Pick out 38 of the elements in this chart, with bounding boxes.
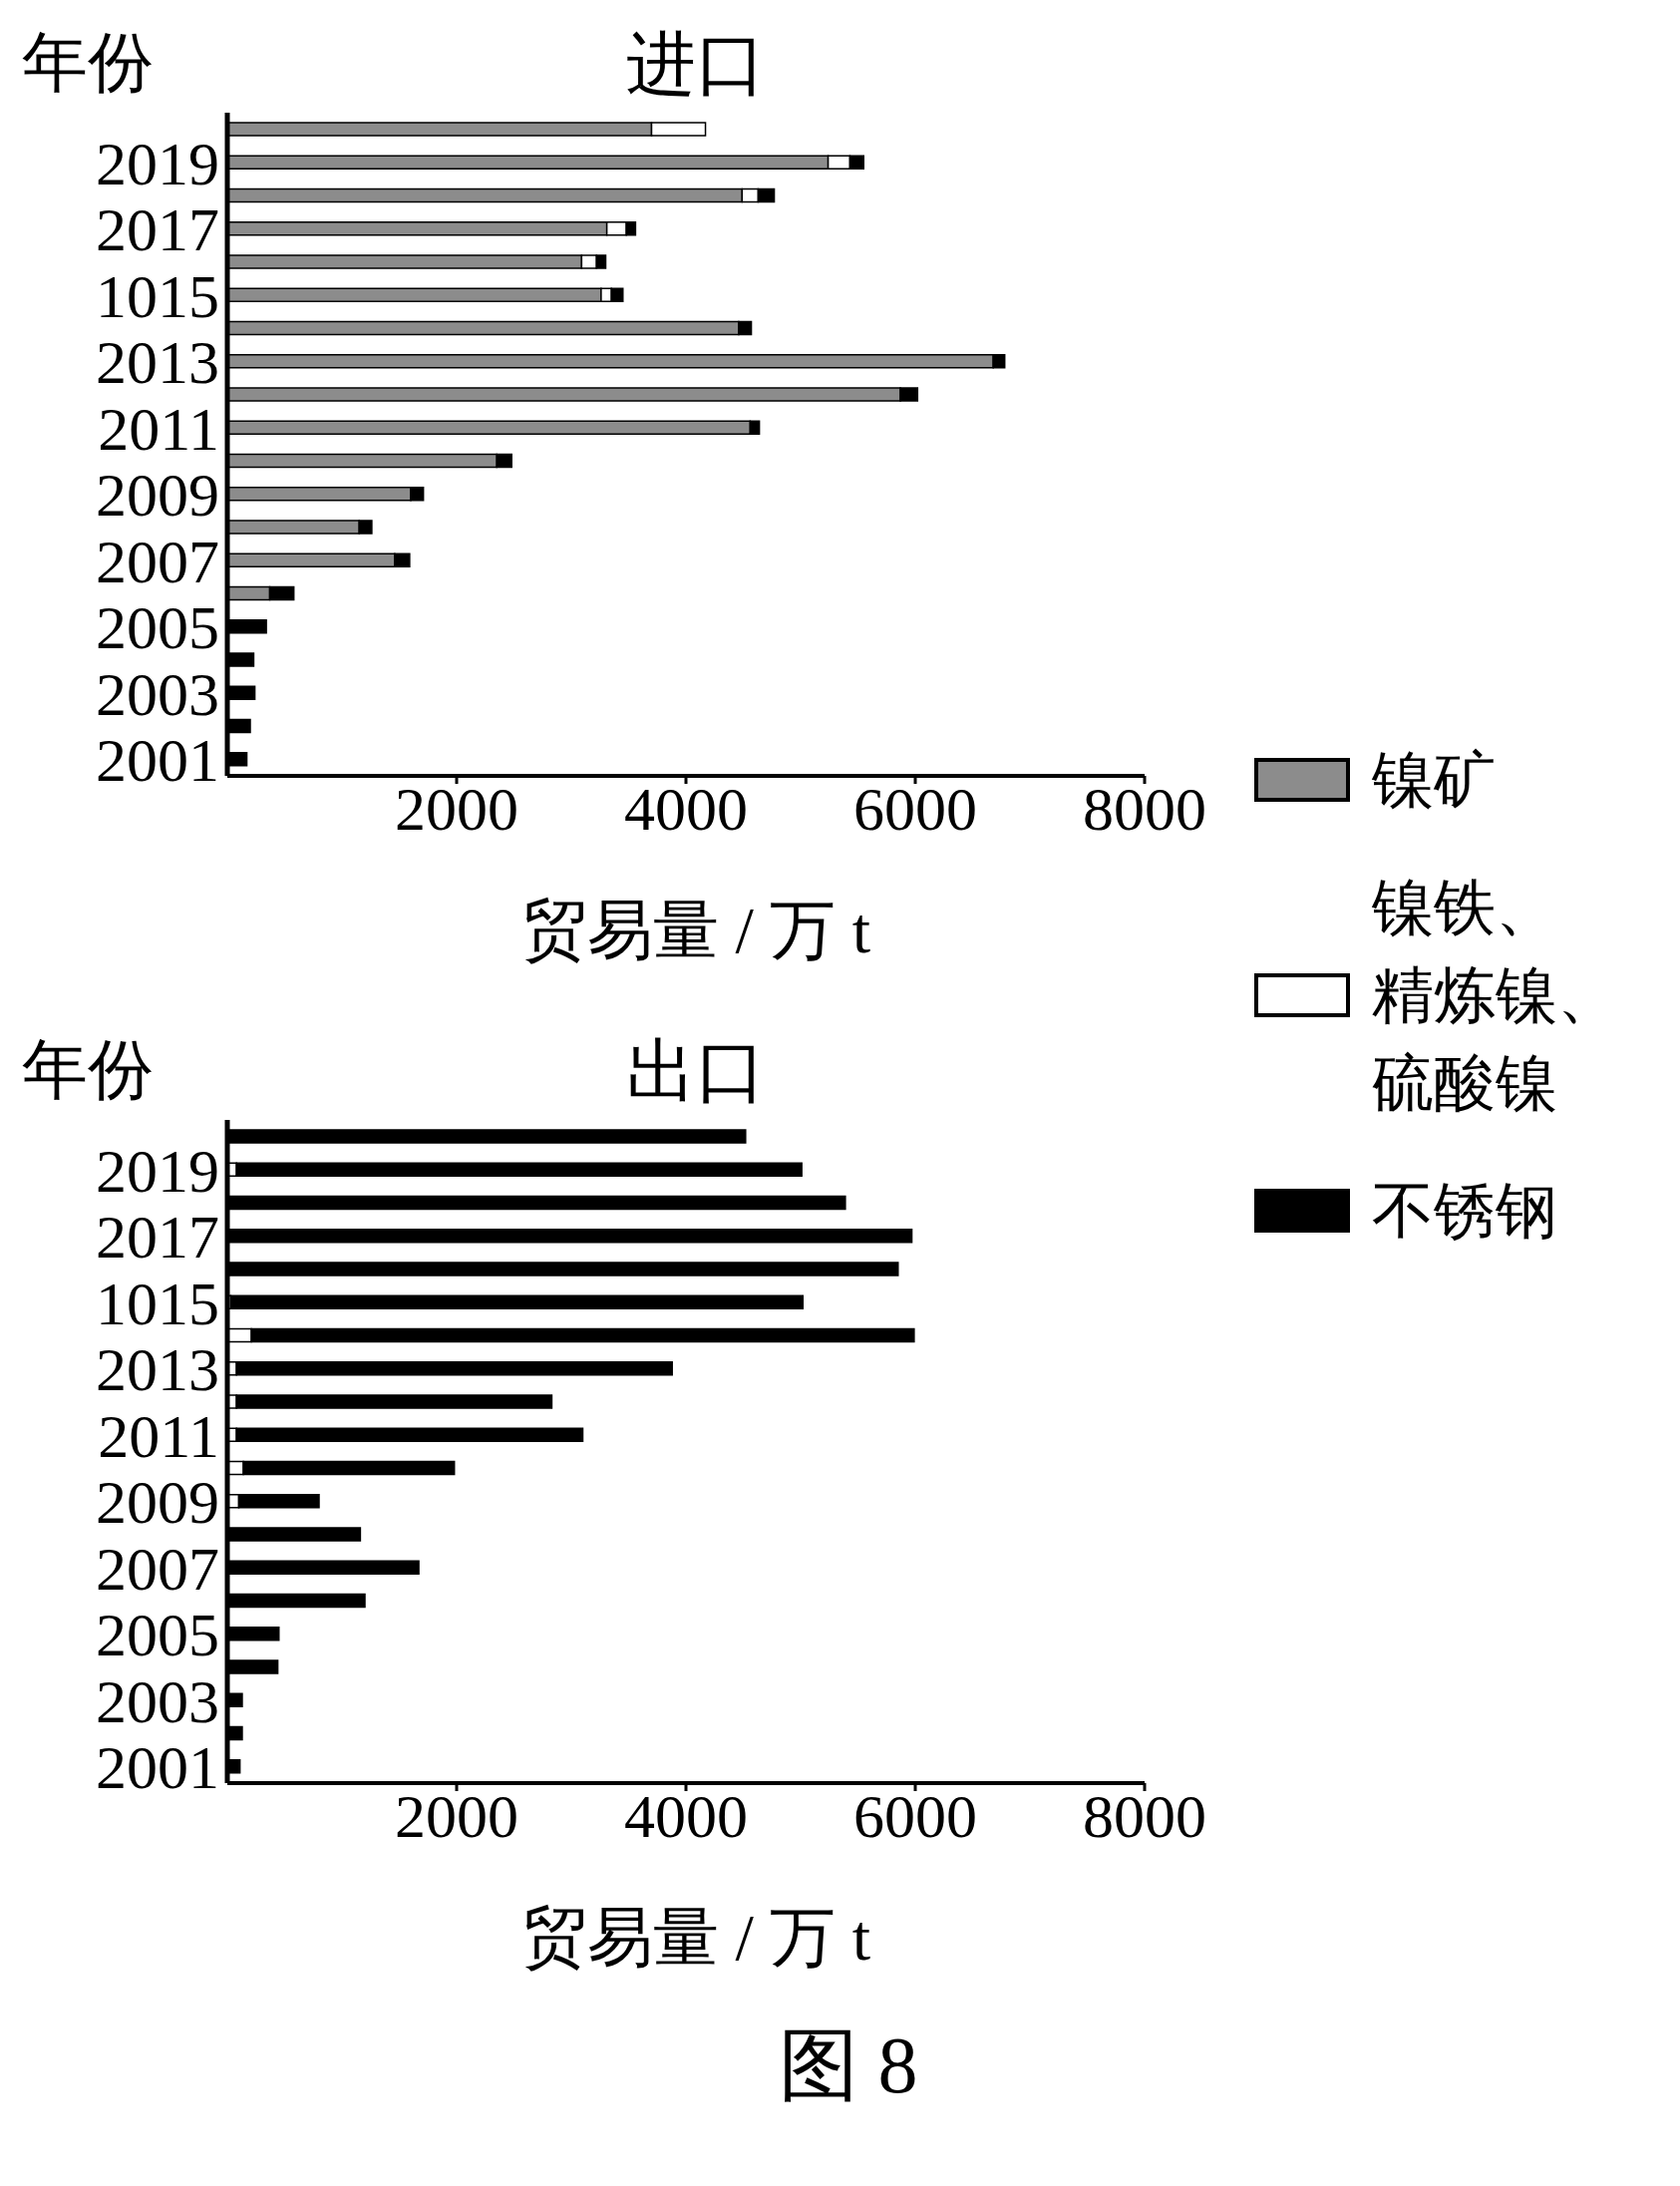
x-tick-label: 6000 — [853, 1782, 977, 1851]
chart-title: 出口 — [625, 1032, 767, 1112]
y-tick-label: 2019 — [96, 129, 219, 197]
x-axis-title: 贸易量 / 万 t — [519, 893, 872, 968]
legend-label: 镍铁、精炼镍、硫酸镍 — [1372, 873, 1620, 1119]
y-tick-label: 2007 — [96, 527, 219, 595]
y-tick-label: 2013 — [96, 328, 219, 397]
y-tick-label: 2005 — [96, 593, 219, 662]
y-tick-label: 2007 — [96, 1534, 219, 1603]
y-axis-title: 年份 — [22, 25, 154, 101]
y-tick-label: 2001 — [96, 726, 219, 795]
y-tick-label: 2009 — [96, 1468, 219, 1537]
legend-label: 镍矿 — [1372, 745, 1497, 816]
x-tick-label: 8000 — [1083, 1782, 1206, 1851]
caption: 图 8 — [777, 2020, 919, 2111]
x-tick-label: 6000 — [853, 775, 977, 844]
y-tick-label: 2017 — [96, 195, 219, 264]
x-tick-label: 2000 — [395, 775, 518, 844]
y-tick-label: 2011 — [98, 394, 219, 463]
x-tick-label: 2000 — [395, 1782, 518, 1851]
x-tick-label: 8000 — [1083, 775, 1206, 844]
y-tick-label: 2013 — [96, 1335, 219, 1404]
x-axis-title: 贸易量 / 万 t — [519, 1900, 872, 1976]
y-tick-label: 2019 — [96, 1136, 219, 1205]
y-tick-label: 2011 — [98, 1401, 219, 1470]
y-tick-label: 1015 — [96, 1269, 219, 1337]
y-tick-label: 2005 — [96, 1601, 219, 1669]
y-tick-label: 2017 — [96, 1203, 219, 1272]
y-tick-label: 2003 — [96, 1666, 219, 1735]
y-tick-label: 2001 — [96, 1733, 219, 1802]
x-tick-label: 4000 — [624, 1782, 748, 1851]
legend-label: 不锈钢 — [1372, 1176, 1558, 1247]
chart-title: 进口 — [625, 25, 767, 105]
y-tick-label: 1015 — [96, 261, 219, 330]
y-axis-title: 年份 — [22, 1032, 154, 1108]
x-tick-label: 4000 — [624, 775, 748, 844]
y-tick-label: 2003 — [96, 659, 219, 728]
y-tick-label: 2009 — [96, 461, 219, 530]
